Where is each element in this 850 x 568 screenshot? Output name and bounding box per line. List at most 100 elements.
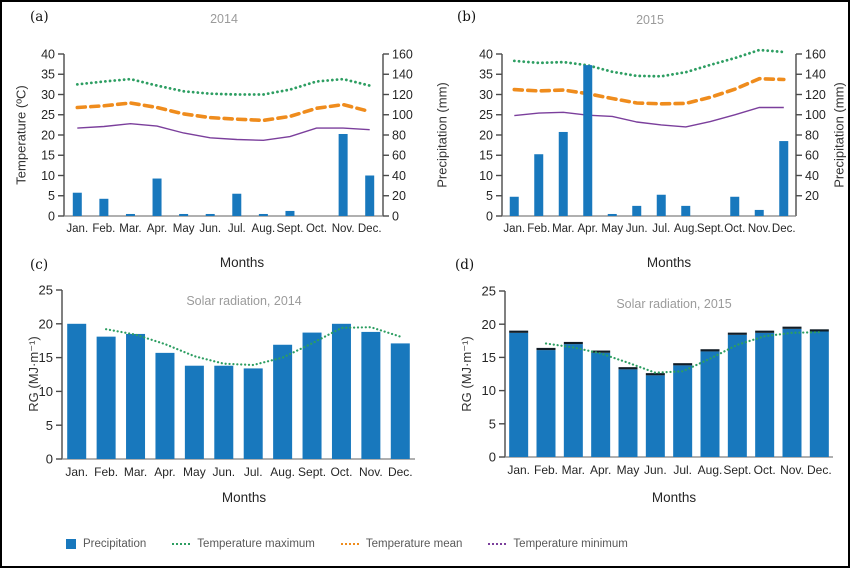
month-label: Jan.	[65, 465, 88, 479]
month-label: Aug.	[270, 465, 295, 479]
panel-d-title: Solar radiation, 2015	[616, 297, 732, 311]
month-label: Feb.	[534, 463, 558, 477]
month-label: Dec.	[807, 463, 832, 477]
panel-a-left-axis-title: Temperature (ºC)	[13, 85, 29, 185]
precipitation-bar	[779, 141, 789, 216]
y-tick-label: 25	[39, 283, 53, 298]
precipitation-bar	[591, 352, 611, 457]
solar-trend-line	[104, 326, 402, 367]
legend-label: Temperature mean	[365, 538, 463, 550]
y-tick-label: 60	[392, 149, 406, 163]
month-label: Apr.	[147, 223, 167, 235]
y-tick-label: 10	[482, 383, 496, 398]
month-label: Dec.	[358, 223, 382, 235]
panel-a-right-axis-title: Precipitation (mm)	[434, 82, 450, 188]
month-label: Jun.	[644, 463, 667, 477]
precipitation-bar	[755, 332, 775, 457]
precipitation-bar	[700, 351, 720, 457]
month-label: Dec.	[388, 465, 413, 479]
bar-cap	[536, 347, 556, 351]
panel-c-x-axis-title: Months	[221, 490, 267, 505]
month-label: Jan.	[507, 463, 530, 477]
y-tick-label: 100	[805, 108, 826, 122]
temp-max-line	[75, 77, 372, 96]
y-tick-label: 0	[392, 209, 399, 223]
precipitation-bar	[390, 343, 410, 459]
bar-cap	[563, 341, 583, 345]
y-tick-label: 100	[392, 108, 413, 122]
precipitation-bar	[126, 333, 146, 459]
bar-cap	[727, 332, 747, 335]
temp-mean-line	[512, 76, 786, 106]
month-label: Mar.	[119, 223, 141, 235]
panel-a-letter: (a)	[30, 9, 49, 25]
precipitation-bar	[205, 213, 215, 216]
y-tick-label: 20	[392, 189, 406, 203]
precipitation-bar	[285, 210, 295, 216]
month-label: Sept.	[697, 223, 724, 235]
month-label: Jul.	[652, 223, 670, 235]
bar-cap	[673, 363, 693, 366]
precipitation-bar	[536, 350, 556, 457]
month-label: Feb.	[92, 223, 115, 235]
month-label: Oct.	[306, 223, 327, 235]
panel-d-x-axis-title: Months	[651, 490, 697, 505]
precipitation-bar	[184, 365, 204, 459]
bar-cap	[700, 349, 720, 352]
month-label: Dec.	[772, 223, 796, 235]
precipitation-bar	[782, 328, 802, 457]
precipitation-bar	[365, 175, 375, 216]
month-label: Oct.	[330, 465, 352, 479]
precipitation-bar	[509, 196, 519, 216]
precipitation-bar	[632, 205, 642, 216]
month-label: May	[183, 465, 206, 479]
y-tick-label: 20	[482, 317, 496, 332]
y-tick-label: 0	[489, 450, 496, 465]
y-tick-label: 140	[392, 68, 413, 82]
temp-max-line-icon	[172, 543, 191, 545]
y-tick-label: 40	[41, 47, 55, 61]
panel-b-letter: (b)	[457, 9, 477, 25]
chart-d: 0 5 10 15 20 25 Jan. Feb. Mar. Apr. May Jun. Jul. Aug…	[482, 284, 833, 477]
temp-mean-line-icon	[340, 543, 359, 545]
precipitation-swatch-icon	[66, 539, 76, 549]
month-label: Nov.	[359, 465, 383, 479]
precipitation-bar	[618, 369, 638, 457]
panel-c-y-axis-title: RG (MJ·m⁻¹)	[26, 336, 41, 412]
panel-d-y-axis-title: RG (MJ·m⁻¹)	[459, 336, 474, 412]
y-tick-label: 10	[479, 169, 493, 183]
month-label: Apr.	[578, 223, 598, 235]
precipitation-bar	[72, 192, 82, 216]
month-label: Mar.	[552, 223, 574, 235]
legend-item-precipitation: Precipitation	[66, 538, 146, 550]
precipitation-bar	[563, 344, 583, 457]
month-label: May	[173, 223, 195, 235]
panel-a-title: 2014	[210, 12, 238, 26]
y-tick-label: 5	[46, 418, 53, 433]
bar-cap	[782, 326, 802, 329]
y-tick-label: 25	[482, 284, 496, 299]
y-tick-label: 40	[805, 169, 819, 183]
month-label: Aug.	[698, 463, 723, 477]
month-label: Jun.	[199, 223, 221, 235]
month-label: Jul.	[228, 223, 246, 235]
precipitation-bar	[302, 332, 322, 459]
month-label: Sept.	[298, 465, 326, 479]
month-label: Apr.	[590, 463, 611, 477]
precipitation-bar	[331, 323, 351, 459]
y-tick-label: 160	[805, 47, 826, 61]
legend-item-temperature-mean: Temperature mean	[340, 538, 463, 550]
temp-max-line	[512, 48, 786, 78]
precipitation-bar	[534, 154, 544, 216]
month-label: Feb.	[527, 223, 550, 235]
y-tick-label: 5	[486, 189, 493, 203]
month-label: Jul.	[673, 463, 692, 477]
precipitation-bar	[645, 375, 665, 457]
y-tick-label: 20	[805, 189, 819, 203]
month-label: Nov.	[332, 223, 355, 235]
month-label: Jan.	[503, 223, 525, 235]
y-tick-label: 0	[46, 452, 53, 467]
month-label: Aug.	[674, 223, 698, 235]
